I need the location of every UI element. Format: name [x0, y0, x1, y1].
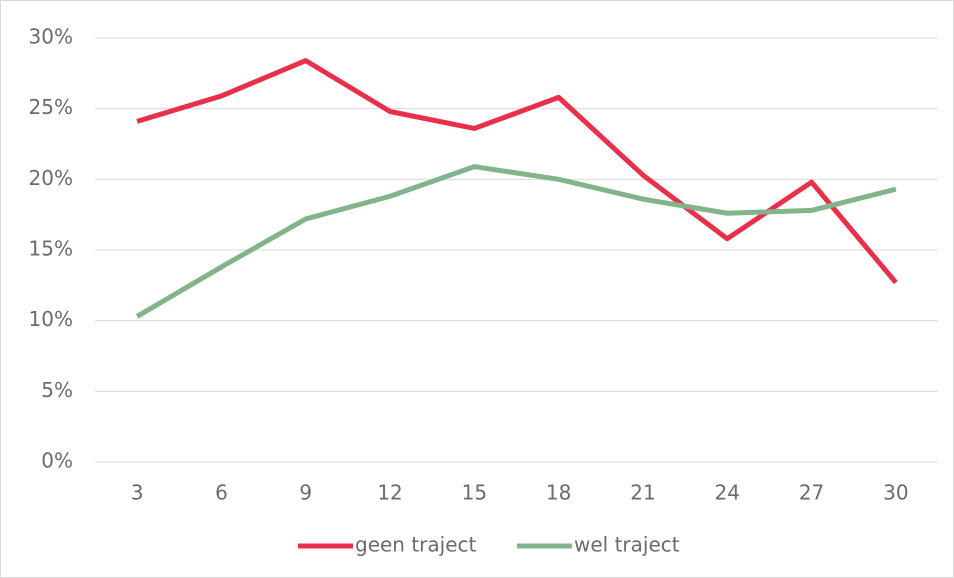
legend-label: wel traject — [574, 533, 680, 557]
x-tick-label: 21 — [630, 481, 655, 505]
y-tick-label: 30% — [29, 25, 73, 49]
y-tick-label: 10% — [29, 307, 73, 331]
y-tick-label: 20% — [29, 166, 73, 190]
y-tick-label: 0% — [41, 449, 73, 473]
x-tick-label: 9 — [299, 481, 312, 505]
x-tick-label: 27 — [799, 481, 824, 505]
y-tick-label: 25% — [29, 95, 73, 119]
x-tick-label: 30 — [883, 481, 908, 505]
x-tick-label: 3 — [131, 481, 144, 505]
legend-label: geen traject — [355, 533, 477, 557]
x-tick-label: 12 — [377, 481, 402, 505]
x-tick-label: 18 — [546, 481, 571, 505]
x-tick-label: 15 — [462, 481, 487, 505]
y-tick-label: 5% — [41, 378, 73, 402]
x-tick-label: 24 — [715, 481, 740, 505]
series-line — [135, 164, 897, 319]
x-tick-label: 6 — [215, 481, 228, 505]
y-tick-label: 15% — [29, 237, 73, 261]
